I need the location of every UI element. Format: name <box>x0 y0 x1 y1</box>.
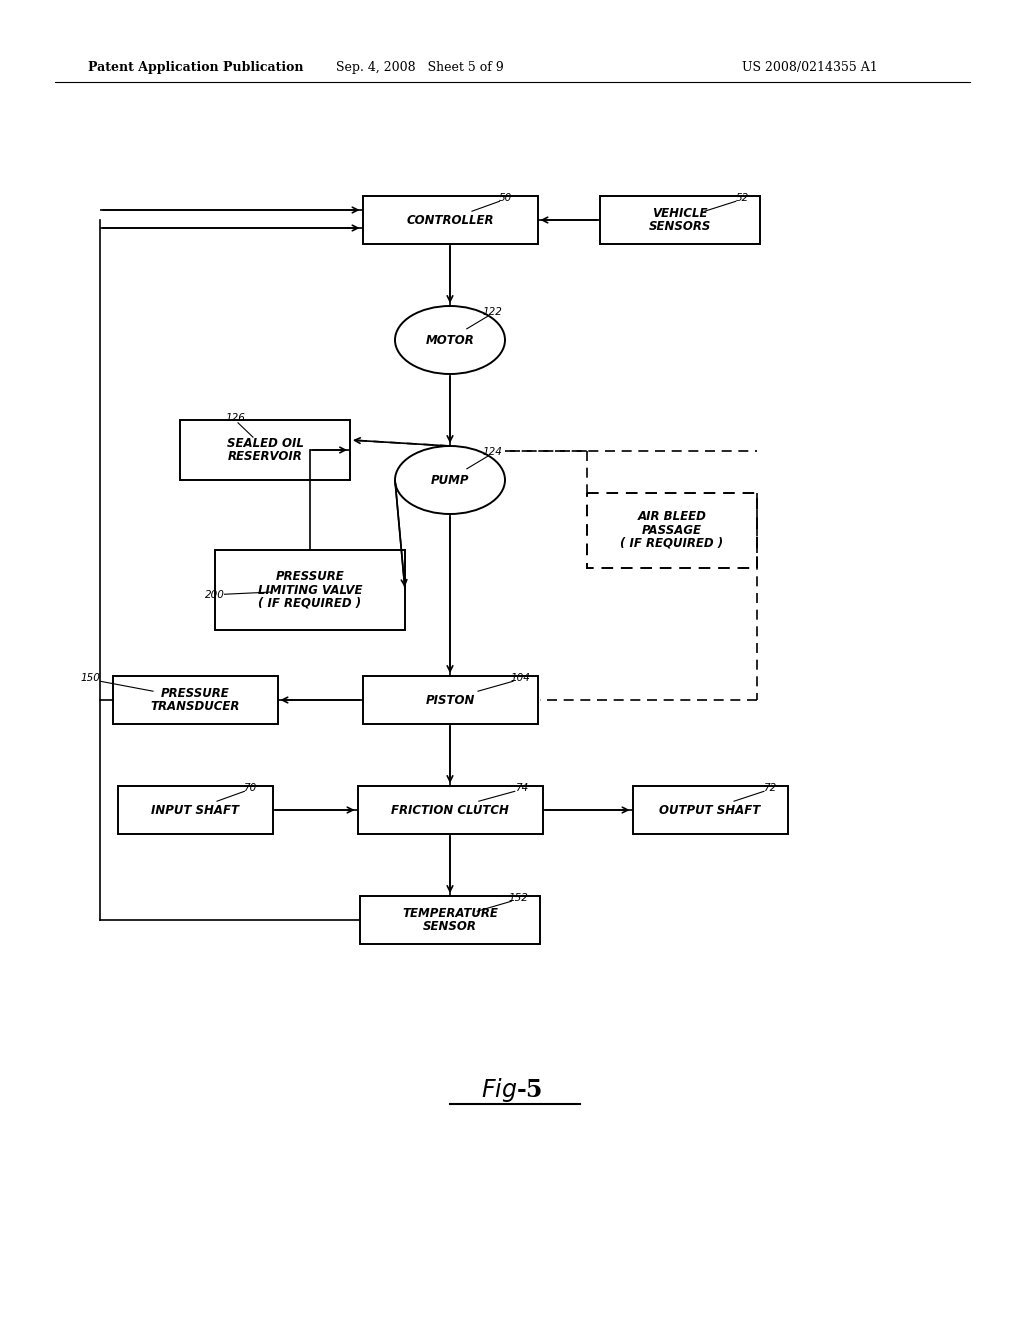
Text: PUMP: PUMP <box>431 474 469 487</box>
Bar <box>360 896 540 944</box>
Text: SENSOR: SENSOR <box>423 920 477 933</box>
Text: LIMITING VALVE: LIMITING VALVE <box>258 583 362 597</box>
Bar <box>118 785 272 834</box>
Bar <box>587 492 757 568</box>
Text: 52: 52 <box>735 193 749 203</box>
Text: Patent Application Publication: Patent Application Publication <box>88 62 303 74</box>
Text: TRANSDUCER: TRANSDUCER <box>151 700 240 713</box>
Text: INPUT SHAFT: INPUT SHAFT <box>151 804 239 817</box>
Text: PRESSURE: PRESSURE <box>161 686 229 700</box>
Text: OUTPUT SHAFT: OUTPUT SHAFT <box>659 804 761 817</box>
Text: CONTROLLER: CONTROLLER <box>407 214 494 227</box>
Text: 152: 152 <box>508 894 528 903</box>
Text: 150: 150 <box>80 673 100 682</box>
Text: PASSAGE: PASSAGE <box>642 524 702 536</box>
Bar <box>633 785 787 834</box>
Text: 126: 126 <box>225 413 245 422</box>
Text: US 2008/0214355 A1: US 2008/0214355 A1 <box>742 62 878 74</box>
Text: 104: 104 <box>510 673 530 682</box>
Text: MOTOR: MOTOR <box>426 334 474 346</box>
Bar <box>357 785 543 834</box>
Text: ( IF REQUIRED ): ( IF REQUIRED ) <box>258 597 361 610</box>
Text: 72: 72 <box>763 783 776 793</box>
Text: 74: 74 <box>515 783 528 793</box>
Text: $\mathit{Fig}$-5: $\mathit{Fig}$-5 <box>481 1076 543 1104</box>
Text: SEALED OIL: SEALED OIL <box>226 437 303 450</box>
Text: PRESSURE: PRESSURE <box>275 570 344 583</box>
Bar <box>362 676 538 723</box>
Text: SENSORS: SENSORS <box>649 220 712 234</box>
Text: ( IF REQUIRED ): ( IF REQUIRED ) <box>621 536 724 549</box>
Text: 200: 200 <box>205 590 225 601</box>
Bar <box>600 195 760 244</box>
Text: 122: 122 <box>482 308 502 317</box>
Text: 70: 70 <box>244 783 257 793</box>
Text: VEHICLE: VEHICLE <box>652 207 708 220</box>
Text: 50: 50 <box>499 193 512 203</box>
Text: AIR BLEED: AIR BLEED <box>638 511 707 524</box>
Text: 124: 124 <box>482 447 502 457</box>
Text: Sep. 4, 2008   Sheet 5 of 9: Sep. 4, 2008 Sheet 5 of 9 <box>336 62 504 74</box>
Text: RESERVOIR: RESERVOIR <box>227 450 302 463</box>
Text: FRICTION CLUTCH: FRICTION CLUTCH <box>391 804 509 817</box>
Bar <box>215 550 406 630</box>
Bar <box>362 195 538 244</box>
Text: TEMPERATURE: TEMPERATURE <box>402 907 498 920</box>
Bar <box>180 420 350 480</box>
Bar <box>113 676 278 723</box>
Text: PISTON: PISTON <box>425 693 475 706</box>
